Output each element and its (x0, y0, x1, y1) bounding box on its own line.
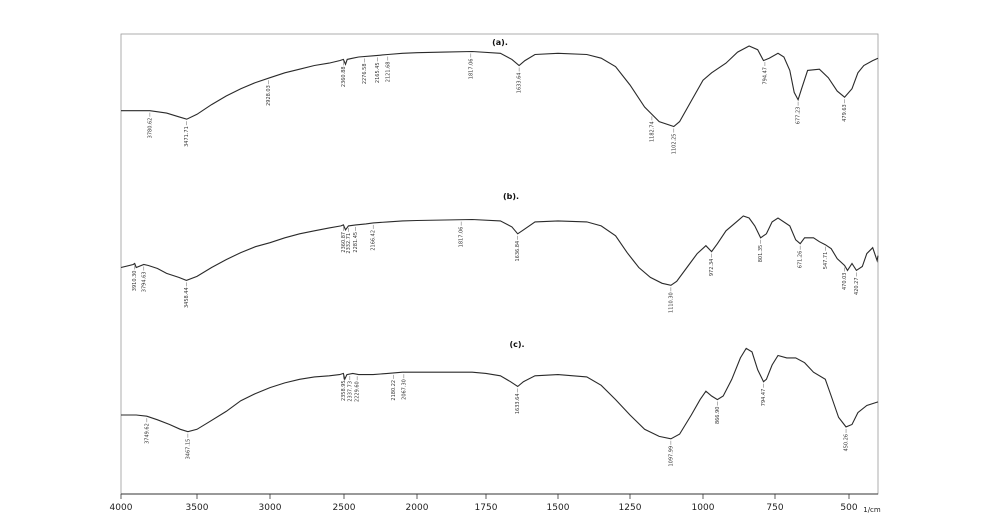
peak-label: 794.47 (761, 389, 767, 407)
peak-label: 3780.62 (147, 118, 153, 139)
peak-label: 677.23 (796, 107, 802, 125)
peak-label: 2358.95 (341, 380, 347, 401)
peak-label: 2165.45 (375, 62, 381, 83)
x-tick-label: 500 (840, 503, 857, 513)
x-tick-label: 3000 (259, 503, 282, 513)
panel-label-2: (b). (503, 192, 519, 201)
peak-label: 450.26 (844, 434, 850, 452)
peak-label: 3749.62 (144, 423, 150, 444)
peak-label: 1633.64 (515, 393, 521, 414)
peak-label: 2166.42 (371, 230, 377, 251)
peak-label: 3458.44 (184, 287, 190, 308)
peak-label: 3471.71 (184, 126, 190, 147)
peak-label: 1110.30 (668, 292, 674, 313)
x-tick-label: 2000 (406, 503, 429, 513)
peak-label: 2276.58 (362, 63, 368, 84)
peak-label: 2229.60 (355, 381, 361, 402)
plot-frame (120, 33, 879, 495)
peak-label: 470.03 (842, 273, 848, 291)
peak-label: 2067.30 (401, 379, 407, 400)
peak-label: 801.35 (758, 245, 764, 263)
peak-label: 2337.73 (347, 381, 353, 402)
panel-label-1: (a). (492, 38, 508, 47)
peak-label: 2332.71 (346, 233, 352, 254)
panel-labels: (a). (b). (c). (492, 38, 524, 349)
peak-label: 671.26 (798, 251, 804, 269)
peak-label: 3794.63 (141, 272, 147, 293)
peak-label: 2928.03 (266, 85, 272, 106)
peak-label: 2360.87 (341, 232, 347, 253)
peak-label: 2180.22 (391, 380, 397, 401)
x-tick-label: 2500 (333, 503, 356, 513)
peak-label: 1636.84 (515, 241, 521, 262)
x-tick-label: 1500 (547, 503, 570, 513)
peak-label: 2281.45 (353, 232, 359, 253)
peak-label: 3467.15 (185, 439, 191, 460)
peak-label: 794.47 (762, 67, 768, 85)
peak-label: 1817.06 (468, 59, 474, 80)
peak-label: 1633.64 (517, 73, 523, 94)
x-tick-label: 3500 (186, 503, 209, 513)
x-tick-label: 4000 (110, 503, 133, 513)
x-axis-unit-label: 1/cm (863, 506, 881, 514)
peak-label: 1817.06 (459, 227, 465, 248)
x-tick-label: 1250 (619, 503, 642, 513)
peak-label: 547.71 (823, 252, 829, 270)
x-tick-label: 750 (766, 503, 783, 513)
peak-label: 1182.74 (649, 121, 655, 142)
x-axis-ticks: 4000 3500 3000 2500 2000 1750 1500 1250 1000 750 5… (110, 494, 858, 513)
peak-label: 866.90 (715, 407, 721, 425)
peak-label: 3910.30 (132, 271, 138, 292)
spectrum-trace-2 (120, 215, 879, 286)
x-tick-label: 1000 (692, 503, 715, 513)
peak-label: 972.34 (709, 259, 715, 277)
x-tick-label: 1750 (475, 503, 498, 513)
spectrum-trace-3 (121, 347, 879, 440)
peak-label: 1102.25 (671, 134, 677, 155)
peak-label: 2121.68 (385, 62, 391, 83)
peak-label: 420.27 (854, 277, 860, 295)
peak-label: 1097.99 (668, 446, 674, 467)
peak-annotations: 3780.62 3471.71 2928.03 2360.88 2276.58 2165.… (132, 53, 860, 467)
peak-label: 2360.88 (341, 66, 347, 87)
spectra-traces (120, 45, 879, 440)
panel-label-3: (c). (509, 340, 524, 349)
spectrum-trace-1 (121, 45, 879, 128)
peak-label: 479.63 (842, 104, 848, 122)
